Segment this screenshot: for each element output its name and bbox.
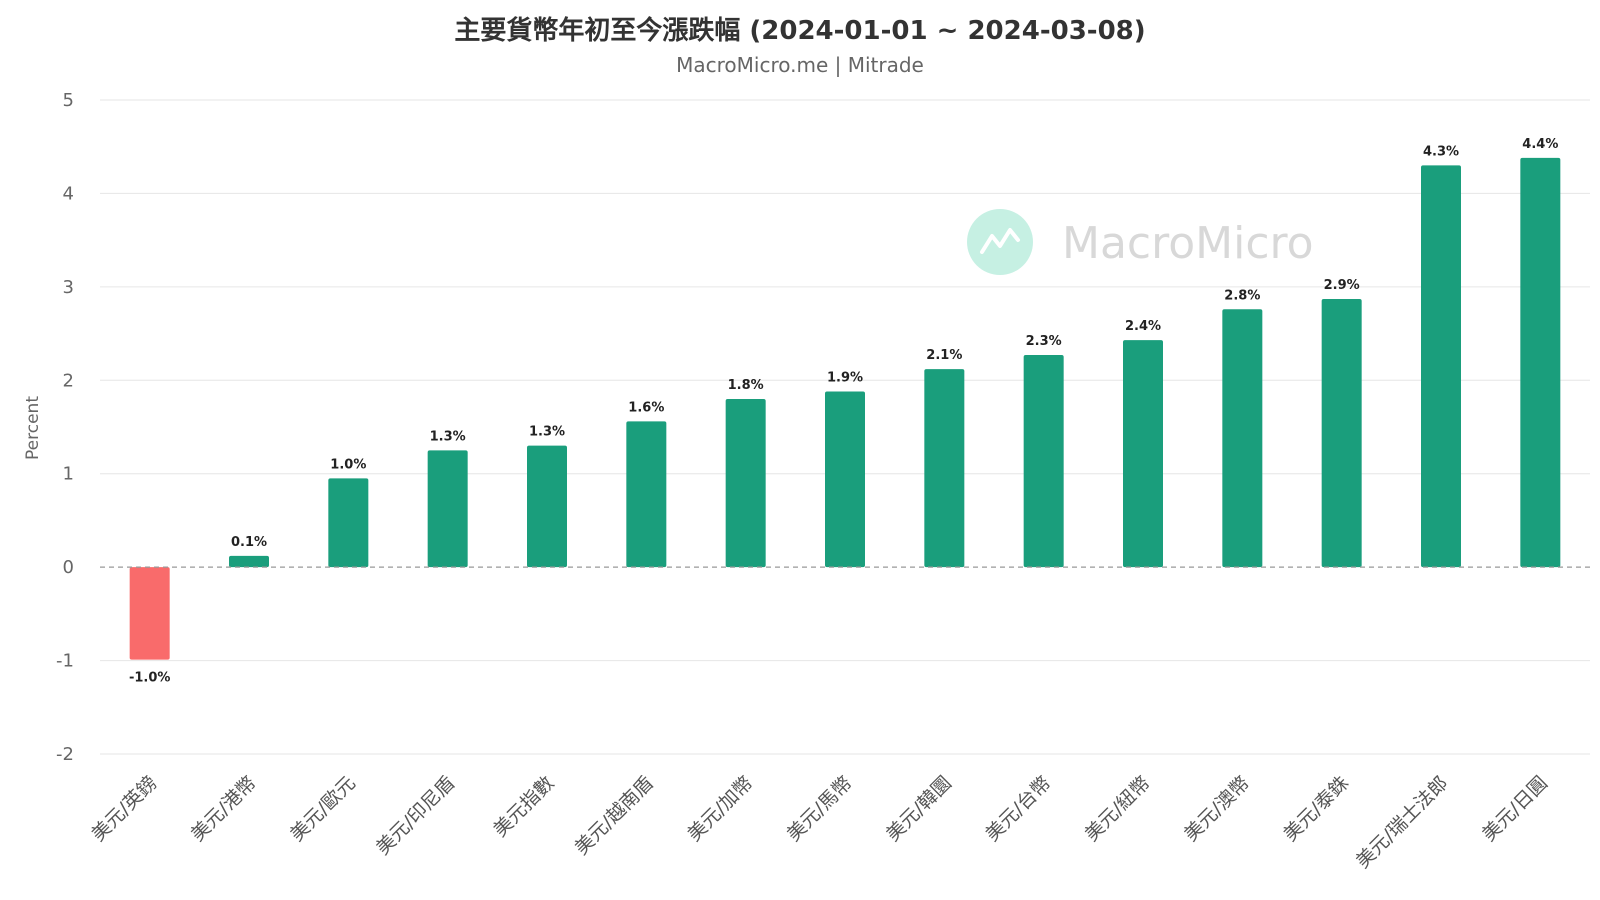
bar[interactable] — [229, 555, 269, 568]
y-tick-label: 1 — [63, 464, 74, 485]
bar[interactable] — [129, 567, 170, 660]
data-label: 1.6% — [628, 400, 664, 415]
x-tick-label: 美元/台幣 — [981, 772, 1055, 846]
data-label: 1.8% — [728, 378, 764, 393]
chart-subtitle: MacroMicro.me | Mitrade — [676, 53, 924, 77]
bar[interactable] — [725, 398, 766, 568]
bar[interactable] — [924, 369, 965, 568]
x-tick-label: 美元/英鎊 — [87, 772, 161, 846]
data-label: -1.0% — [129, 671, 170, 686]
y-tick-label: 0 — [63, 557, 74, 578]
y-tick-label: 2 — [63, 370, 74, 391]
bar[interactable] — [825, 391, 865, 568]
data-label: 2.4% — [1125, 319, 1161, 334]
data-labels: -1.0% 0.1% 1.0% 1.3% 1.3% 1.6% 1.8% 1.9% 2.1% 2.3… — [129, 137, 1558, 686]
bar[interactable] — [626, 421, 667, 568]
x-tick-label: 美元/印尼盾 — [372, 772, 459, 859]
data-label: 1.3% — [430, 429, 466, 444]
x-tick-label: 美元/馬幣 — [783, 772, 857, 846]
bar[interactable] — [1321, 299, 1362, 568]
x-tick-label: 美元/泰銖 — [1279, 772, 1353, 846]
bar[interactable] — [427, 450, 468, 568]
x-tick-label: 美元/紐幣 — [1081, 772, 1155, 846]
data-label: 2.3% — [1026, 334, 1062, 349]
y-axis-title: Percent — [23, 396, 43, 460]
grid-lines — [100, 99, 1590, 755]
y-tick-label: -2 — [56, 744, 74, 765]
y-tick-label: 5 — [63, 90, 74, 111]
data-label: 4.3% — [1423, 144, 1459, 159]
watermark-icon-line — [980, 228, 1020, 254]
data-label: 1.3% — [529, 425, 565, 440]
x-tick-label: 美元/澳幣 — [1180, 772, 1254, 846]
y-tick-label: 4 — [63, 183, 74, 204]
bar[interactable] — [328, 478, 369, 568]
bar[interactable] — [1123, 340, 1163, 568]
data-label: 1.0% — [330, 457, 366, 472]
data-label: 2.8% — [1224, 288, 1260, 303]
x-tick-label: 美元/歐元 — [286, 772, 360, 846]
data-label: 2.1% — [926, 348, 962, 363]
x-tick-label: 美元/越南盾 — [571, 772, 658, 859]
x-tick-label: 美元/瑞士法郎 — [1352, 772, 1453, 873]
x-tick-label: 美元指數 — [489, 772, 558, 841]
x-axis: 美元/英鎊 美元/港幣 美元/歐元 美元/印尼盾 美元指數 美元/越南盾 美元/加幣 美元/馬… — [87, 772, 1551, 873]
watermark: MacroMicro — [967, 209, 1314, 275]
data-label: 1.9% — [827, 370, 863, 385]
bar[interactable] — [1520, 157, 1561, 568]
data-label: 4.4% — [1522, 137, 1558, 152]
x-tick-label: 美元/日圓 — [1478, 772, 1552, 846]
chart-title: 主要貨幣年初至今漲跌幅 (2024-01-01 ~ 2024-03-08) — [454, 16, 1146, 46]
data-label: 0.1% — [231, 535, 267, 550]
x-tick-label: 美元/韓圜 — [882, 772, 956, 846]
bar[interactable] — [527, 445, 567, 568]
y-tick-label: 3 — [63, 277, 74, 298]
data-label: 2.9% — [1324, 278, 1360, 293]
bar[interactable] — [1023, 355, 1064, 568]
bar[interactable] — [1222, 309, 1263, 568]
bar[interactable] — [1421, 165, 1461, 568]
watermark-text: MacroMicro — [1062, 218, 1314, 269]
x-tick-label: 美元/港幣 — [187, 772, 261, 846]
y-axis: 5 4 3 2 1 0 -1 -2 — [56, 90, 74, 765]
y-tick-label: -1 — [56, 651, 74, 672]
bars — [129, 157, 1561, 660]
chart-line-icon — [967, 209, 1033, 275]
x-tick-label: 美元/加幣 — [683, 772, 757, 846]
